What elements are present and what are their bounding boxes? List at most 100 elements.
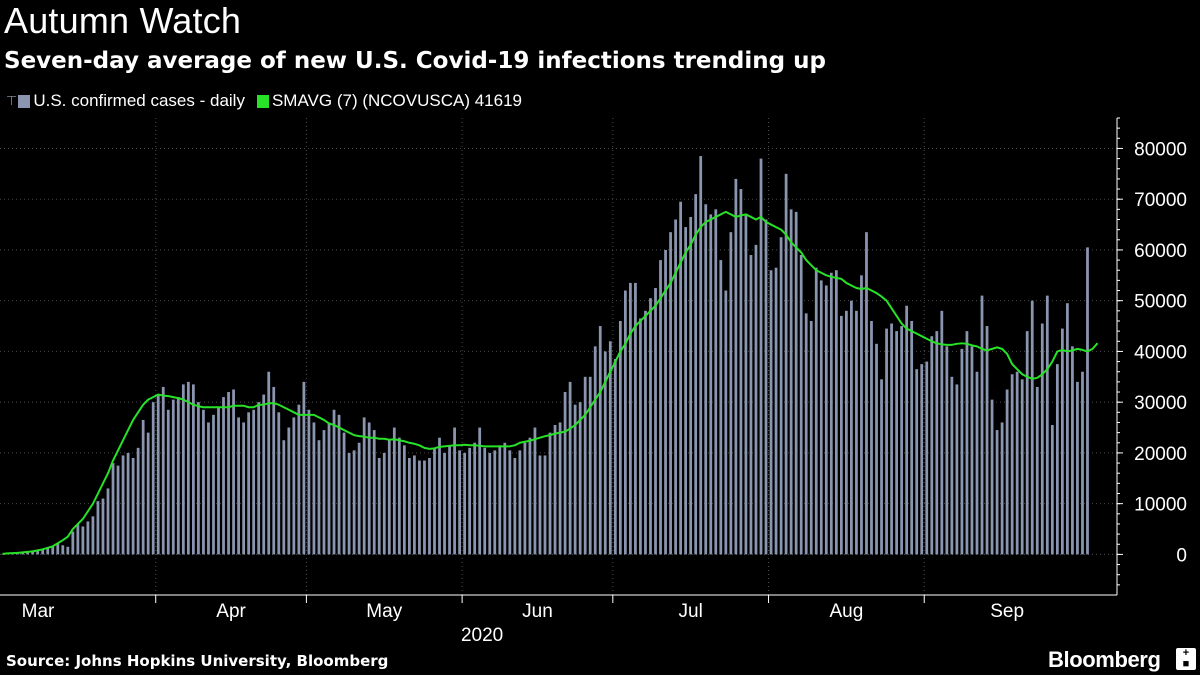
bar-day-183 [915,369,919,555]
bar-day-59 [292,417,296,555]
legend-item-smavg[interactable]: SMAVG (7) (NCOVUSCA) 41619 [256,91,522,111]
chart-smavg-line [2,210,1099,555]
bar-day-102 [508,450,512,555]
bar-day-126 [629,282,632,555]
bar-day-71 [352,450,356,555]
bar-day-104 [518,450,522,555]
bar-day-208 [1040,323,1044,555]
bar-day-196 [980,295,984,555]
bar-day-114 [568,381,572,555]
bar-day-56 [277,412,281,555]
bar-day-186 [930,336,934,555]
bar-day-173 [865,232,868,555]
bar-day-11 [51,546,55,555]
x-tick-label-2: May [366,601,402,622]
bar-day-120 [598,326,602,555]
bar-day-107 [533,427,537,555]
bar-day-33 [161,386,165,555]
bar-day-30 [146,432,150,555]
y-tick-label-6: 60000 [1134,241,1187,262]
bar-day-129 [644,310,647,555]
bar-day-151 [754,244,758,555]
bar-day-22 [106,488,110,555]
bar-day-29 [141,419,145,555]
bar-day-195 [975,371,979,555]
bar-day-215 [1076,381,1079,555]
bar-day-158 [789,209,793,555]
bar-day-81 [402,445,406,555]
legend-item-daily-cases[interactable]: ⊤ U.S. confirmed cases - daily [6,91,245,111]
bar-day-60 [297,404,301,555]
bar-day-212 [1060,328,1064,555]
bar-day-61 [302,381,306,555]
x-tick-label-0: Mar [22,601,55,622]
bar-day-27 [131,457,135,555]
bar-day-16 [76,523,80,555]
bar-day-57 [282,440,286,555]
bar-day-127 [634,282,637,555]
y-tick-label-3: 30000 [1134,393,1187,414]
bar-day-119 [593,346,597,555]
bar-day-211 [1055,364,1059,555]
bar-day-9 [41,549,45,555]
chart-subtitle: Seven-day average of new U.S. Covid-19 i… [4,48,826,74]
bar-day-26 [126,452,130,555]
x-tick-label-1: Apr [216,601,246,622]
bar-day-66 [327,422,331,555]
bar-day-76 [377,457,381,555]
bar-day-122 [608,341,612,555]
bar-day-82 [407,457,411,555]
bar-day-94 [468,447,472,555]
bar-day-54 [267,371,271,555]
bar-day-133 [664,249,667,555]
bar-day-140 [699,156,703,555]
bar-day-36 [176,397,180,555]
bar-day-168 [839,315,843,555]
bar-day-85 [423,460,426,555]
bar-day-101 [503,442,507,555]
bar-day-202 [1010,374,1014,555]
bar-day-111 [553,425,557,555]
y-tick-label-0: 0 [1176,545,1187,566]
bar-day-204 [1020,379,1024,555]
chart-bars [1,156,1089,555]
bar-day-137 [684,227,688,555]
bar-day-79 [392,427,396,555]
bar-day-93 [463,452,467,555]
bar-day-156 [779,237,783,555]
bloomberg-logo: Bloomberg [1048,647,1161,672]
bar-day-47 [232,389,235,555]
smavg-line [2,210,1099,555]
y-tick-label-7: 70000 [1134,190,1187,211]
bar-day-181 [905,305,909,555]
bar-day-124 [618,320,622,555]
bar-day-50 [247,412,251,555]
bar-day-83 [413,455,416,555]
bar-day-166 [829,272,833,555]
bar-day-34 [166,409,170,555]
bar-day-44 [217,407,220,555]
bar-day-167 [834,270,838,555]
bar-day-52 [257,402,261,555]
bar-day-17 [81,526,85,555]
bar-day-162 [809,320,813,555]
bar-day-138 [689,216,693,555]
bar-day-178 [890,323,893,555]
bar-day-58 [287,427,291,555]
bar-day-152 [759,158,763,555]
bar-day-74 [367,422,371,555]
bar-day-90 [448,445,451,555]
y-tick-label-2: 20000 [1134,444,1187,465]
bar-day-73 [362,417,366,555]
chart-gridlines [0,118,1117,599]
bar-day-121 [603,351,607,555]
bar-day-189 [945,346,949,555]
bar-day-86 [428,457,431,555]
bar-day-149 [744,214,748,555]
bar-day-64 [317,440,321,555]
bar-day-118 [588,376,592,555]
bar-day-134 [669,232,672,555]
bar-day-14 [66,546,70,555]
bloomberg-plus-icon[interactable]: + ■ [1176,648,1196,670]
